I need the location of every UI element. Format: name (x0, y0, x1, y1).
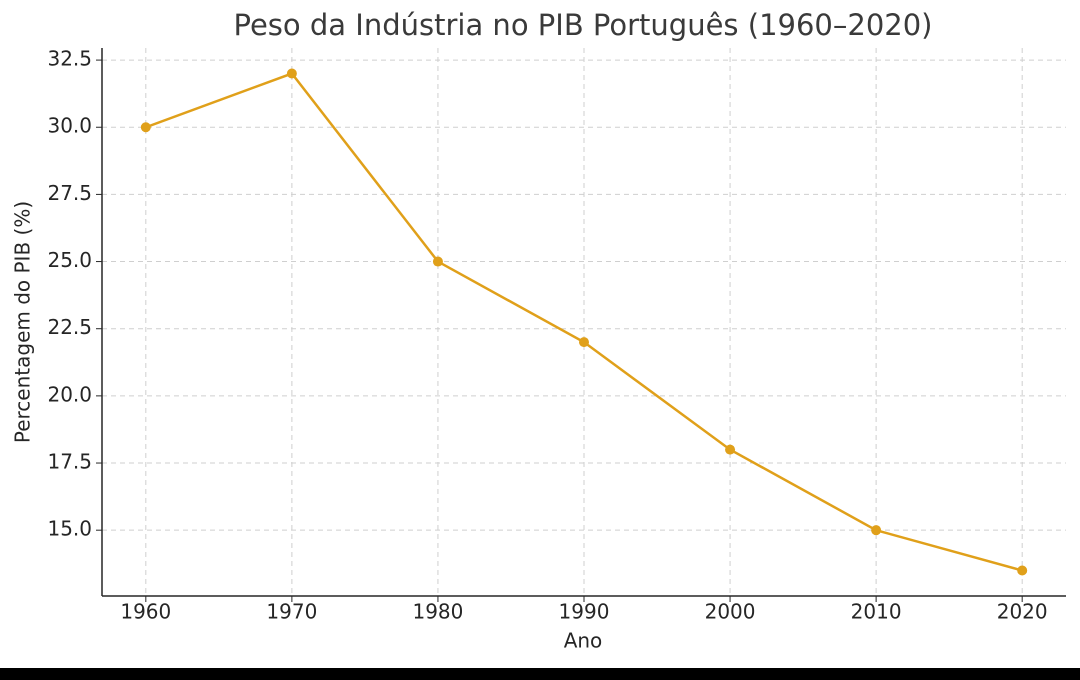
x-tick-label: 1980 (412, 600, 463, 624)
point (432, 256, 443, 267)
chart-title: Peso da Indústria no PIB Português (1960… (234, 8, 933, 42)
x-tick-label: 1960 (120, 600, 171, 624)
point (871, 525, 882, 536)
point (725, 444, 736, 455)
x-tick-label: 1970 (266, 600, 317, 624)
point (140, 122, 151, 133)
point (286, 68, 297, 79)
y-tick-label: 27.5 (47, 181, 92, 205)
y-tick-label: 20.0 (47, 382, 92, 406)
x-axis-label: Ano (564, 629, 603, 653)
y-tick-label: 32.5 (47, 47, 92, 71)
bottom-bar (0, 668, 1080, 680)
x-tick-label: 2020 (997, 600, 1048, 624)
y-tick-label: 15.0 (47, 517, 92, 541)
y-axis-label: Percentagem do PIB (%) (11, 201, 35, 443)
point (1017, 565, 1028, 576)
x-tick-label: 1990 (559, 600, 610, 624)
y-tick-label: 17.5 (47, 450, 92, 474)
point (579, 337, 589, 348)
y-tick-label: 30.0 (47, 114, 92, 138)
x-tick-label: 2010 (851, 600, 902, 624)
y-tick-label: 22.5 (47, 315, 92, 339)
x-tick-label: 2000 (705, 600, 756, 624)
y-tick-label: 25.0 (47, 248, 92, 272)
